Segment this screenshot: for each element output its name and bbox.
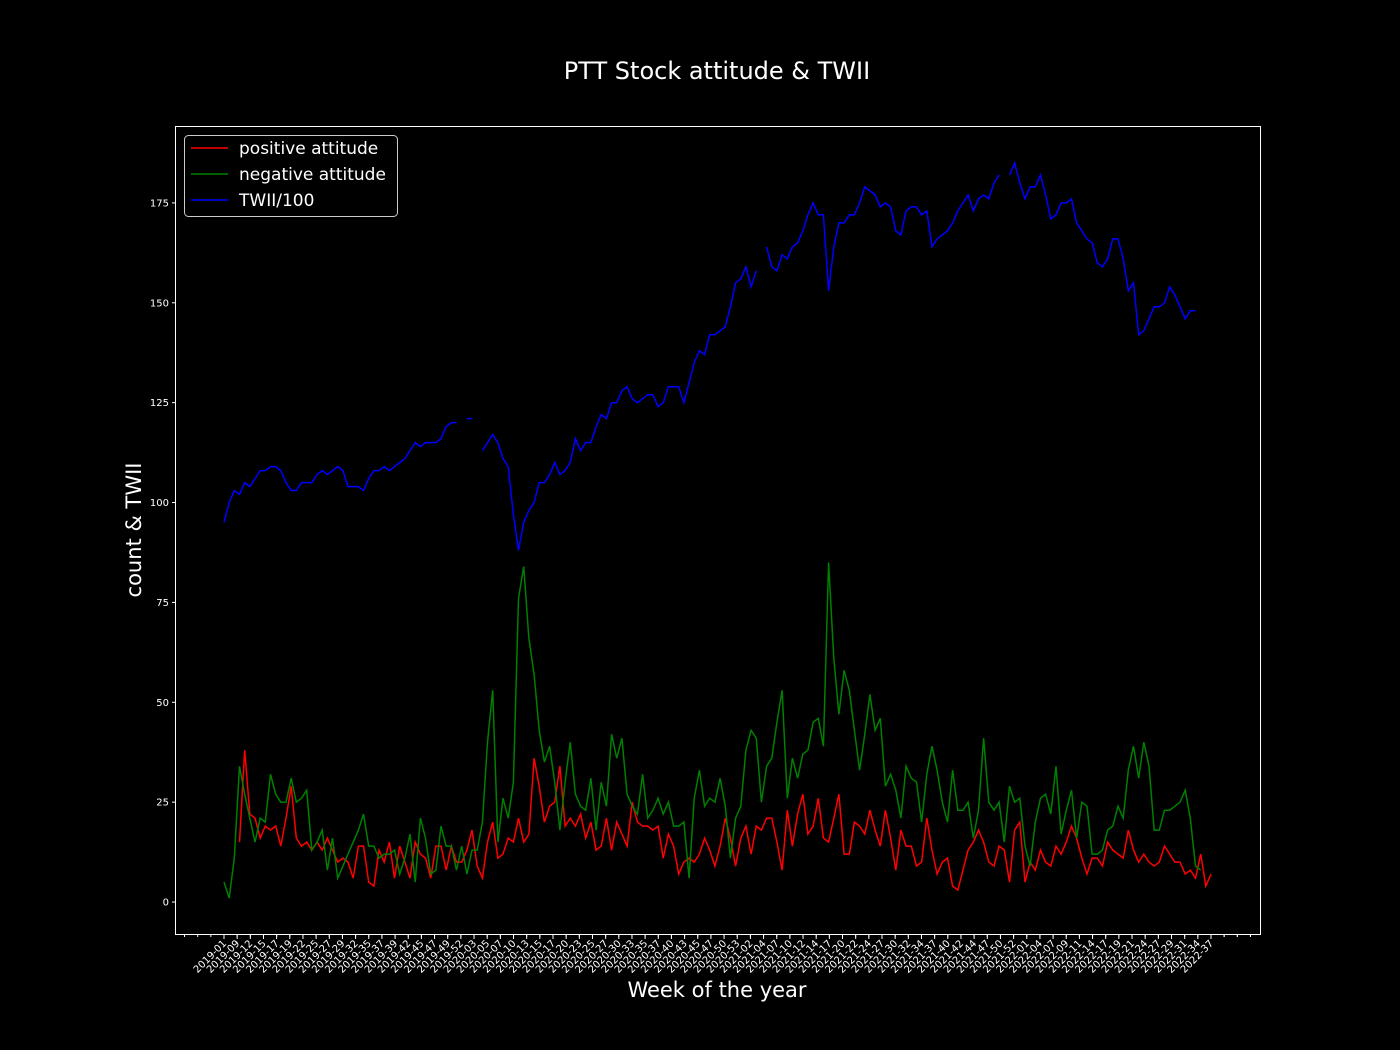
plot-area-frame bbox=[175, 126, 1261, 935]
y-tick-label: 175 bbox=[150, 198, 169, 209]
y-tick-label: 25 bbox=[156, 798, 169, 809]
legend-label-negative: negative attitude bbox=[239, 165, 386, 185]
legend-label-twii: TWII/100 bbox=[238, 191, 314, 211]
y-tick-label: 50 bbox=[156, 698, 169, 709]
x-axis-label: Week of the year bbox=[627, 978, 806, 1002]
legend: positive attitude negative attitude TWII… bbox=[184, 135, 398, 217]
y-axis-label: count & TWII bbox=[122, 463, 146, 598]
series-line-twii-100 bbox=[223, 160, 1196, 551]
chart-title: PTT Stock attitude & TWII bbox=[564, 57, 870, 85]
y-axis: 0 25 50 75 100 125 150 175 bbox=[150, 198, 176, 909]
x-axis: 2019-012019-092019-122019-152019-172019-… bbox=[184, 934, 1251, 976]
y-tick-label: 125 bbox=[150, 398, 169, 409]
series-line-positive-attitude bbox=[238, 750, 1212, 892]
y-tick-label: 150 bbox=[150, 298, 169, 309]
y-tick-label: 100 bbox=[150, 498, 169, 509]
y-tick-label: 75 bbox=[156, 598, 169, 609]
legend-box bbox=[184, 135, 398, 217]
series-line-negative-attitude bbox=[223, 562, 1202, 899]
y-tick-label: 0 bbox=[163, 898, 169, 909]
legend-label-positive: positive attitude bbox=[239, 139, 378, 159]
series-layer bbox=[223, 160, 1212, 899]
